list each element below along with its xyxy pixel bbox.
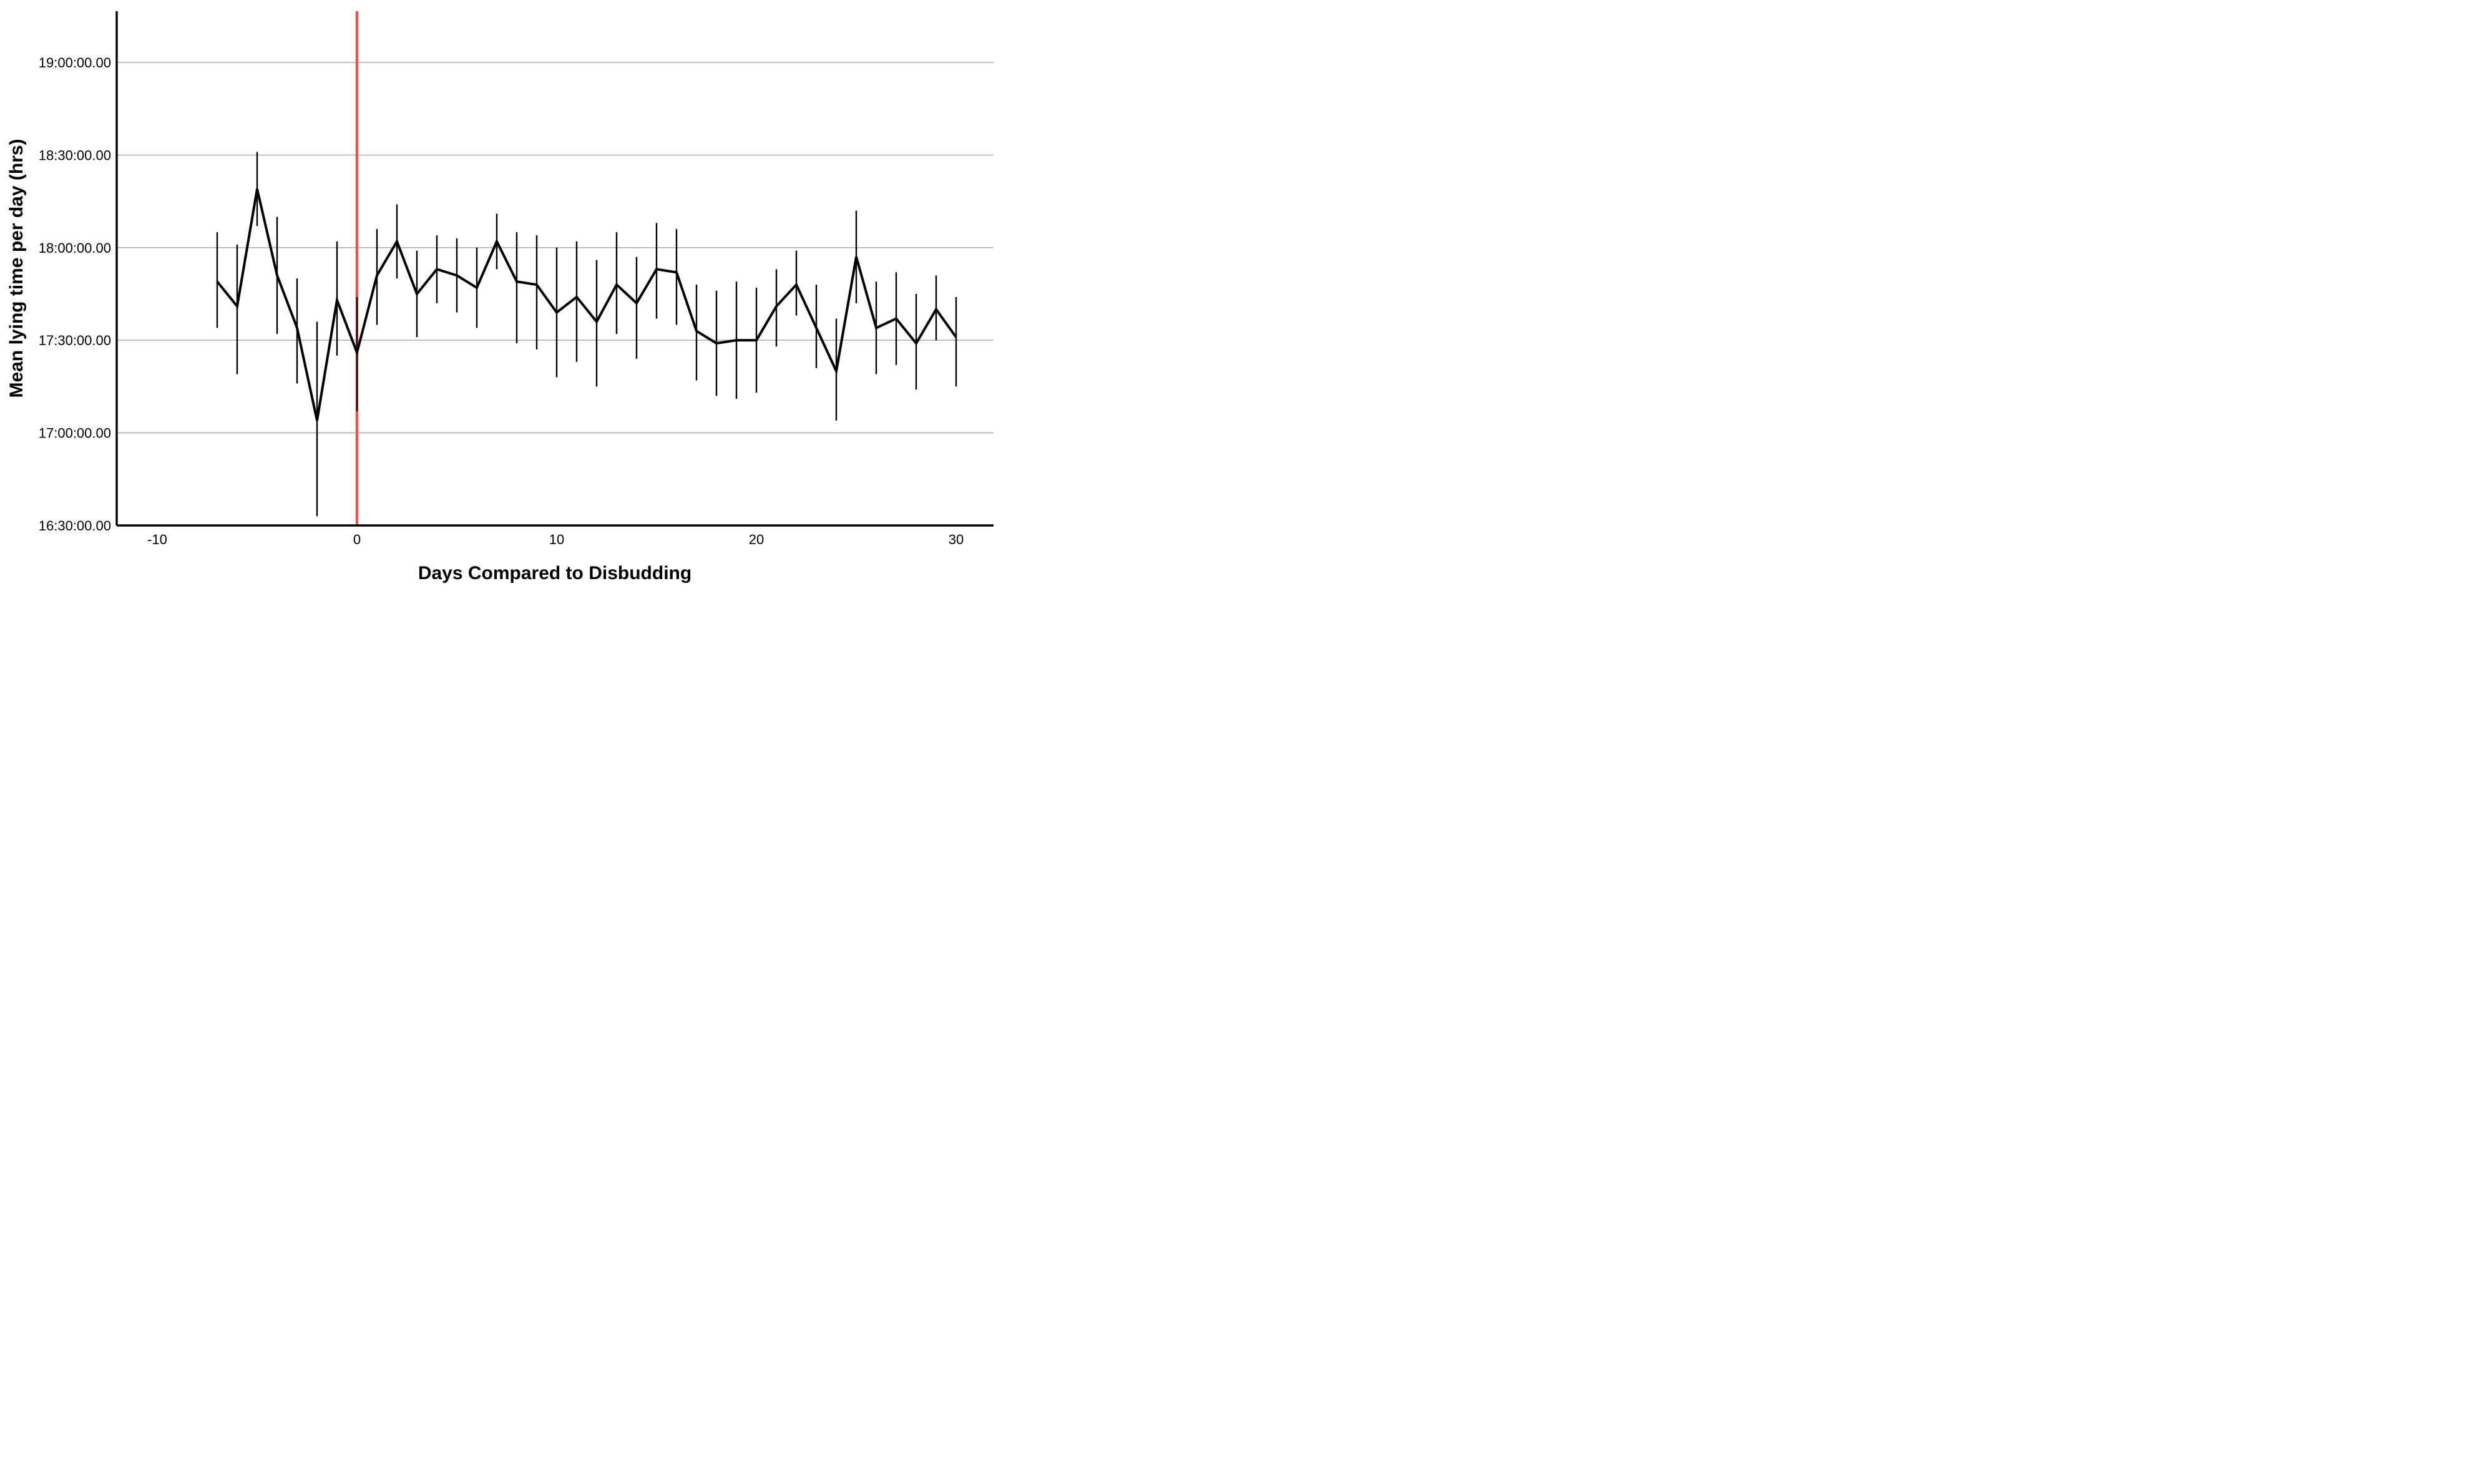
chart-canvas: 19:00:00.00 18:30:00.00 18:00:00.00 17:30:0… bbox=[0, 0, 997, 593]
x-tick-label: 10 bbox=[549, 532, 564, 547]
mean-lying-time-line bbox=[216, 188, 957, 421]
y-tick-label: 16:30:00.00 bbox=[39, 518, 111, 534]
x-tick-label: 20 bbox=[749, 532, 764, 547]
chart-background bbox=[0, 0, 997, 593]
x-tick-label: 0 bbox=[353, 532, 361, 547]
lying-time-chart: 19:00:00.00 18:30:00.00 18:00:00.00 17:30:0… bbox=[0, 0, 997, 593]
axis-group bbox=[115, 11, 994, 527]
gridline-group bbox=[117, 62, 994, 434]
y-tick-label-group: 19:00:00.00 18:30:00.00 18:00:00.00 17:30:0… bbox=[39, 55, 111, 534]
y-tick-label: 17:30:00.00 bbox=[39, 333, 111, 348]
x-tick-label: -10 bbox=[147, 532, 167, 547]
data-line-group bbox=[216, 188, 957, 421]
y-axis-title: Mean lying time per day (hrs) bbox=[6, 139, 27, 398]
y-tick-label: 18:00:00.00 bbox=[39, 240, 111, 256]
x-tick-label-group: -10 0 10 20 30 bbox=[147, 532, 964, 547]
x-tick-label: 30 bbox=[949, 532, 964, 547]
y-tick-label: 19:00:00.00 bbox=[39, 55, 111, 71]
y-tick-label: 18:30:00.00 bbox=[39, 147, 111, 163]
y-tick-label: 17:00:00.00 bbox=[39, 426, 111, 441]
x-axis-title: Days Compared to Disbudding bbox=[418, 563, 691, 583]
